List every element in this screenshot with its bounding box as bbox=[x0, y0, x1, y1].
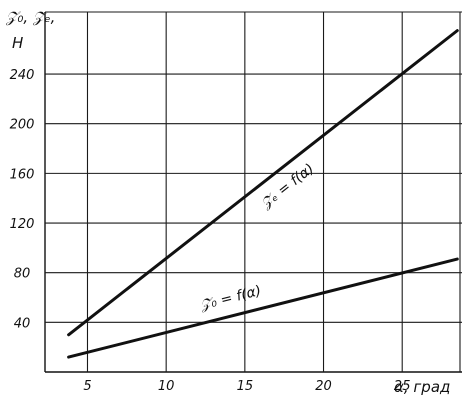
y-tick-label: 80 bbox=[14, 267, 31, 282]
tick-labels: 5 10 15 20 25 40 80 120 160 200 240 bbox=[10, 68, 411, 394]
x-tick-label: 10 bbox=[158, 379, 175, 394]
grid bbox=[44, 11, 462, 373]
x-tick-label: 25 bbox=[394, 379, 411, 394]
series-layer: 𝒵ₑ = f(α)𝒵₀ = f(α) bbox=[67, 29, 459, 359]
y-axis-label: 𝒵₀, 𝒵ₑ, bbox=[5, 8, 55, 26]
x-tick-label: 20 bbox=[315, 379, 332, 394]
x-tick-label: 15 bbox=[237, 379, 254, 394]
series-line bbox=[67, 257, 459, 359]
y-tick-label: 40 bbox=[14, 316, 31, 331]
y-tick-label: 200 bbox=[10, 118, 35, 133]
y-axis-unit: Н bbox=[12, 34, 23, 52]
series-label: 𝒵ₑ = f(α) bbox=[258, 161, 318, 213]
y-tick-label: 240 bbox=[10, 68, 35, 83]
y-tick-label: 160 bbox=[10, 167, 35, 182]
x-axis-label: α, град bbox=[394, 378, 450, 396]
series-line bbox=[67, 29, 459, 337]
y-tick-label: 120 bbox=[10, 217, 35, 232]
x-tick-label: 5 bbox=[83, 379, 91, 394]
